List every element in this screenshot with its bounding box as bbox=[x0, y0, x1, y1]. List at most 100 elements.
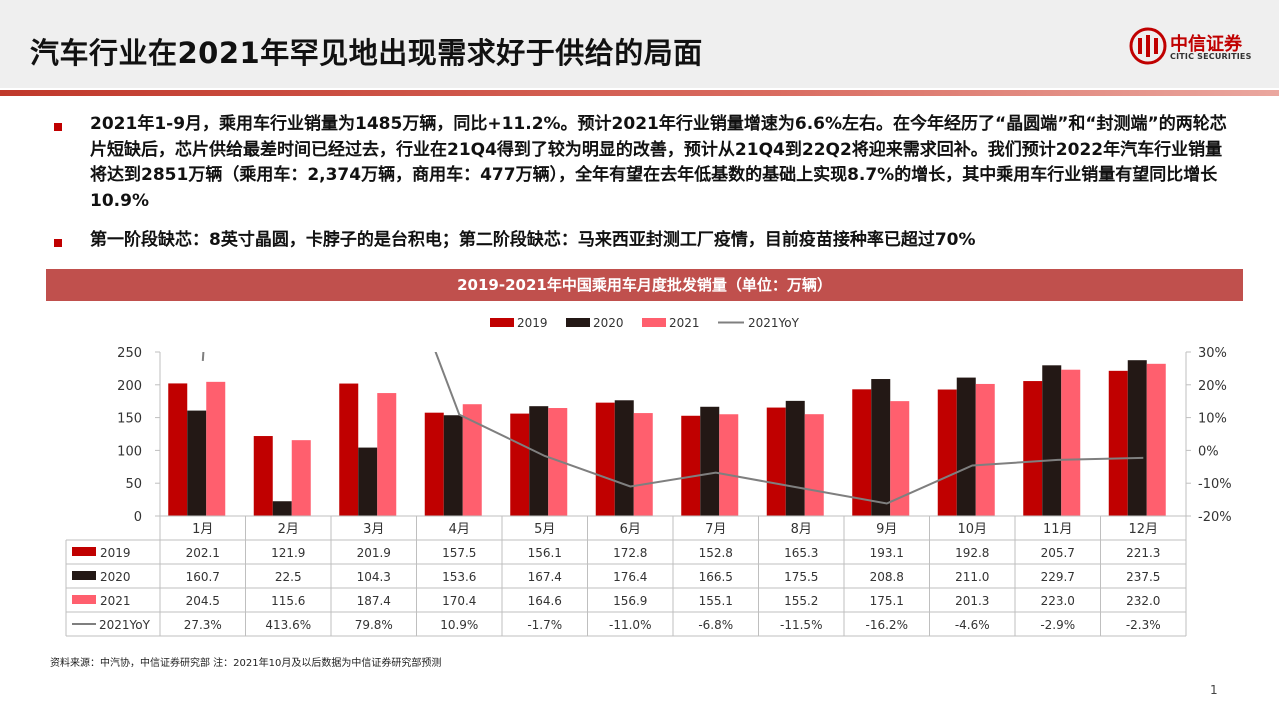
table-cell-2021: 156.9 bbox=[613, 594, 647, 608]
bar-2021-4月 bbox=[462, 404, 482, 516]
table-cell-2019: 193.1 bbox=[870, 546, 904, 560]
table-cell-2020: 208.8 bbox=[870, 570, 904, 584]
page-title: 汽车行业在2021年罕见地出现需求好于供给的局面 bbox=[30, 36, 703, 70]
chart-legend: 2019 2020 2021 2021YoY bbox=[490, 316, 800, 330]
table-cell-2019: 192.8 bbox=[955, 546, 989, 560]
table-cell-yoy: -4.6% bbox=[955, 618, 990, 632]
table-cell-yoy: 10.9% bbox=[440, 618, 478, 632]
chart-bars bbox=[159, 360, 1166, 521]
bar-2019-11月 bbox=[1023, 381, 1043, 516]
legend-swatch-2020 bbox=[566, 318, 590, 327]
bar-2019-7月 bbox=[681, 415, 701, 516]
bar-2020-6月 bbox=[614, 400, 634, 516]
bar-2021-10月 bbox=[975, 383, 995, 516]
x-tick-label: 10月 bbox=[957, 522, 987, 537]
bar-2021-12月 bbox=[1146, 363, 1166, 516]
bullet-marker-icon bbox=[54, 123, 62, 131]
legend-label-yoy: 2021YoY bbox=[748, 316, 800, 330]
table-cell-2020: 166.5 bbox=[699, 570, 733, 584]
table-cell-2020: 229.7 bbox=[1041, 570, 1075, 584]
chart-title: 2019-2021年中国乘用车月度批发销量（单位：万辆） bbox=[457, 276, 832, 294]
bar-2019-6月 bbox=[595, 402, 615, 516]
legend-label-2020: 2020 bbox=[593, 316, 624, 330]
table-cell-2019: 202.1 bbox=[186, 546, 220, 560]
table-cell-2020: 237.5 bbox=[1126, 570, 1160, 584]
bar-2020-7月 bbox=[700, 406, 720, 516]
citic-logo: 中信证券 CITIC SECURITIES bbox=[1128, 26, 1258, 68]
table-cell-yoy: 27.3% bbox=[184, 618, 222, 632]
bar-2021-11月 bbox=[1061, 369, 1081, 516]
header-band bbox=[0, 0, 1279, 88]
table-row-label: 2021 bbox=[100, 594, 131, 608]
y-right-tick-label: 0% bbox=[1198, 444, 1219, 459]
x-tick-label: 9月 bbox=[876, 522, 897, 537]
yoy-line bbox=[201, 352, 1144, 505]
bar-2020-11月 bbox=[1042, 365, 1062, 516]
table-cell-2020: 175.5 bbox=[784, 570, 818, 584]
bar-2021-7月 bbox=[719, 414, 739, 516]
x-tick-label: 2月 bbox=[278, 522, 299, 537]
table-cell-2021: 204.5 bbox=[186, 594, 220, 608]
table-cell-2019: 221.3 bbox=[1126, 546, 1160, 560]
table-cell-yoy: 413.6% bbox=[265, 618, 311, 632]
bar-2019-10月 bbox=[937, 389, 957, 516]
table-cell-yoy: -2.3% bbox=[1126, 618, 1161, 632]
data-table: 1月 2月 3月 4月 5月 6月 7月 8月 9月 10月 11月 12月 2019 202.1 121.… bbox=[65, 515, 1187, 637]
table-cell-yoy: 79.8% bbox=[355, 618, 393, 632]
chart-area: 2019 2020 2021 2021YoY 0 50 100 150 200 250 -20% -… bbox=[65, 316, 1232, 637]
table-cell-2021: 155.1 bbox=[699, 594, 733, 608]
table-cell-2021: 223.0 bbox=[1041, 594, 1075, 608]
bar-2020-3月 bbox=[358, 447, 378, 516]
citic-logo-mark-icon bbox=[1129, 27, 1167, 65]
x-tick-label: 7月 bbox=[705, 522, 726, 537]
table-cell-2020: 160.7 bbox=[186, 570, 220, 584]
table-cell-yoy: -11.0% bbox=[609, 618, 651, 632]
bar-2020-2月 bbox=[272, 501, 292, 516]
y-left-tick-label: 200 bbox=[117, 379, 142, 394]
legend-label-2019: 2019 bbox=[517, 316, 548, 330]
bar-2020-8月 bbox=[785, 400, 805, 516]
y-left-tick-label: 0 bbox=[134, 510, 142, 525]
bar-2019-2月 bbox=[253, 436, 273, 516]
x-tick-label: 1月 bbox=[192, 522, 213, 537]
chart-yoy-line bbox=[201, 352, 1144, 505]
table-cell-2021: 232.0 bbox=[1126, 594, 1160, 608]
table-cell-2020: 153.6 bbox=[442, 570, 476, 584]
bar-2019-5月 bbox=[510, 413, 530, 516]
table-cell-2020: 211.0 bbox=[955, 570, 989, 584]
table-cell-2021: 164.6 bbox=[528, 594, 562, 608]
bar-2020-4月 bbox=[443, 415, 463, 516]
table-cell-2021: 155.2 bbox=[784, 594, 818, 608]
x-tick-label: 11月 bbox=[1043, 522, 1073, 537]
y-left-tick-label: 150 bbox=[117, 412, 142, 427]
x-tick-label: 6月 bbox=[620, 522, 641, 537]
bar-2019-1月 bbox=[168, 383, 188, 516]
bar-2019-12月 bbox=[1108, 370, 1128, 516]
table-cell-2021: 187.4 bbox=[357, 594, 391, 608]
y-right-tick-label: 20% bbox=[1198, 379, 1227, 394]
table-row-label: 2019 bbox=[100, 546, 131, 560]
y-left-tick-label: 250 bbox=[117, 346, 142, 361]
bar-2021-2月 bbox=[291, 440, 311, 516]
table-row-label: 2020 bbox=[100, 570, 131, 584]
table-cell-2021: 201.3 bbox=[955, 594, 989, 608]
table-cell-yoy: -2.9% bbox=[1040, 618, 1075, 632]
x-tick-label: 3月 bbox=[363, 522, 384, 537]
table-cell-yoy: -1.7% bbox=[527, 618, 562, 632]
chart-title-bar: 2019-2021年中国乘用车月度批发销量（单位：万辆） bbox=[46, 269, 1243, 301]
x-tick-label: 4月 bbox=[449, 522, 470, 537]
y-right-tick-label: 30% bbox=[1198, 346, 1227, 361]
bullet-text-1: 2021年1-9月，乘用车行业销量为1485万辆，同比+11.2%。预计2021… bbox=[90, 114, 1227, 211]
bar-2021-3月 bbox=[377, 393, 397, 516]
table-cell-yoy: -6.8% bbox=[698, 618, 733, 632]
table-legend-2021 bbox=[72, 595, 96, 604]
bar-2020-10月 bbox=[956, 377, 976, 516]
table-legend-2019 bbox=[72, 547, 96, 556]
table-cell-yoy: -16.2% bbox=[866, 618, 908, 632]
bar-2019-4月 bbox=[424, 412, 444, 516]
bar-2020-5月 bbox=[529, 406, 549, 516]
x-tick-label: 12月 bbox=[1128, 522, 1158, 537]
legend-label-2021: 2021 bbox=[669, 316, 700, 330]
bar-2020-1月 bbox=[187, 410, 207, 516]
table-cell-2020: 104.3 bbox=[357, 570, 391, 584]
